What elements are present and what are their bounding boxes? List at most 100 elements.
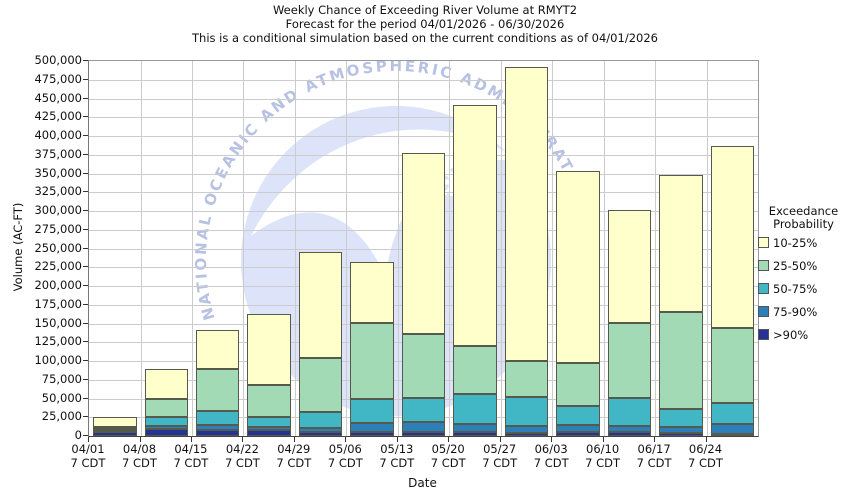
bar-segment (298, 411, 343, 428)
bar-segment (453, 423, 497, 433)
legend-swatch-icon (758, 237, 769, 248)
bar-segment (350, 422, 394, 432)
y-axis-tick (83, 303, 88, 305)
gridline-horizontal (89, 79, 758, 81)
legend-item: 10-25% (758, 231, 850, 254)
bar-segment (607, 322, 652, 399)
x-axis-tick-label: 05/06 7 CDT (314, 442, 376, 470)
bar-segment (607, 432, 652, 436)
bar-segment (298, 358, 343, 412)
y-axis-tick-label: 25,000 (41, 409, 82, 424)
y-axis-tick-label: 325,000 (34, 184, 82, 199)
gridline-vertical (706, 61, 708, 436)
plot-area: NATIONAL OCEANIC AND ATMOSPHERIC ADMINIS… (88, 60, 759, 437)
y-axis-tick (83, 191, 88, 193)
bar-segment (453, 346, 497, 395)
y-axis-tick-label: 225,000 (34, 259, 82, 274)
x-tick-date: 06/17 (637, 442, 671, 456)
y-axis-tick (83, 247, 88, 249)
bar-group (710, 61, 754, 436)
x-tick-date: 05/13 (380, 442, 414, 456)
gridline-vertical (294, 61, 296, 436)
x-axis-tick (88, 437, 89, 442)
x-axis-tick (190, 437, 192, 442)
gridline-vertical (191, 61, 193, 436)
bar-segment (298, 427, 343, 432)
bar-segment (350, 431, 394, 436)
x-axis-tick-label: 05/27 7 CDT (469, 442, 531, 470)
bar-segment (144, 426, 188, 429)
x-axis-tick-label: 04/08 7 CDT (109, 442, 171, 470)
bar-segment (247, 426, 291, 431)
x-tick-time: 7 CDT (482, 456, 518, 470)
x-tick-time: 7 CDT (379, 456, 415, 470)
x-axis-tick (345, 437, 347, 442)
bar-segment (453, 394, 497, 424)
legend-swatch-icon (758, 260, 769, 271)
x-axis-tick-label: 06/10 7 CDT (572, 442, 634, 470)
bar-segment (195, 430, 240, 436)
x-tick-time: 7 CDT (688, 456, 723, 470)
bar-segment (93, 427, 137, 430)
bar-segment (607, 210, 652, 323)
bar-group (659, 61, 703, 436)
y-axis-tick (83, 172, 88, 174)
x-tick-time: 7 CDT (122, 456, 157, 470)
bar-segment (195, 369, 240, 411)
bar-segment (659, 433, 703, 436)
x-axis-tick (448, 437, 450, 442)
bar-segment (144, 428, 188, 436)
y-axis-tick (83, 285, 88, 286)
y-axis-tick-label: 375,000 (34, 146, 82, 161)
y-axis-tick (83, 78, 88, 80)
bar-segment (298, 251, 343, 358)
gridline-vertical (346, 61, 348, 436)
legend-item: >90% (758, 323, 850, 346)
bar-segment (659, 311, 703, 410)
bar-segment (504, 67, 549, 361)
gridline-horizontal (89, 117, 758, 119)
x-tick-time: 7 CDT (585, 456, 621, 470)
legend-item-label: >90% (773, 327, 809, 342)
x-tick-time: 7 CDT (173, 456, 209, 470)
bar-segment (195, 330, 240, 370)
y-axis-tick (83, 378, 88, 380)
y-axis-tick (83, 97, 88, 99)
y-axis-tick-label: 250,000 (34, 240, 82, 255)
legend-title-2: Probability (773, 217, 834, 231)
x-axis-tick-label: 04/01 7 CDT (57, 442, 119, 470)
x-axis-tick (654, 437, 656, 442)
gridline-vertical (500, 61, 502, 436)
bar-segment (556, 432, 600, 436)
y-axis-tick (83, 228, 88, 230)
legend-item: 25-50% (758, 254, 850, 277)
y-axis-tick (83, 135, 88, 136)
bar-segment (350, 398, 394, 423)
gridline-vertical (603, 61, 605, 436)
chart-subtitle-2: This is a conditional simulation based o… (192, 31, 658, 45)
bar-segment (504, 396, 549, 426)
x-axis-tick (293, 437, 295, 442)
x-tick-time: 7 CDT (224, 456, 260, 470)
bar-segment (247, 313, 291, 385)
y-axis-tick (83, 397, 88, 399)
bar-segment (247, 430, 291, 436)
x-axis-tick (499, 437, 501, 442)
legend-item: 75-90% (758, 300, 850, 323)
x-axis-tick (551, 437, 553, 442)
x-axis-tick (139, 437, 141, 442)
bar-group (350, 61, 394, 436)
bar-group (93, 61, 137, 436)
x-axis-tick-label: 06/03 7 CDT (520, 442, 582, 470)
y-axis-tick-label: 175,000 (34, 296, 82, 311)
legend-swatch-icon (758, 283, 769, 294)
bar-segment (504, 425, 549, 433)
bar-segment (504, 361, 549, 397)
bar-segment (556, 406, 600, 425)
bar-segment (93, 416, 137, 428)
bar-segment (401, 153, 446, 334)
x-axis-tick-label: 05/20 7 CDT (417, 442, 479, 470)
bars-layer (89, 61, 758, 436)
bar-segment (401, 421, 446, 432)
